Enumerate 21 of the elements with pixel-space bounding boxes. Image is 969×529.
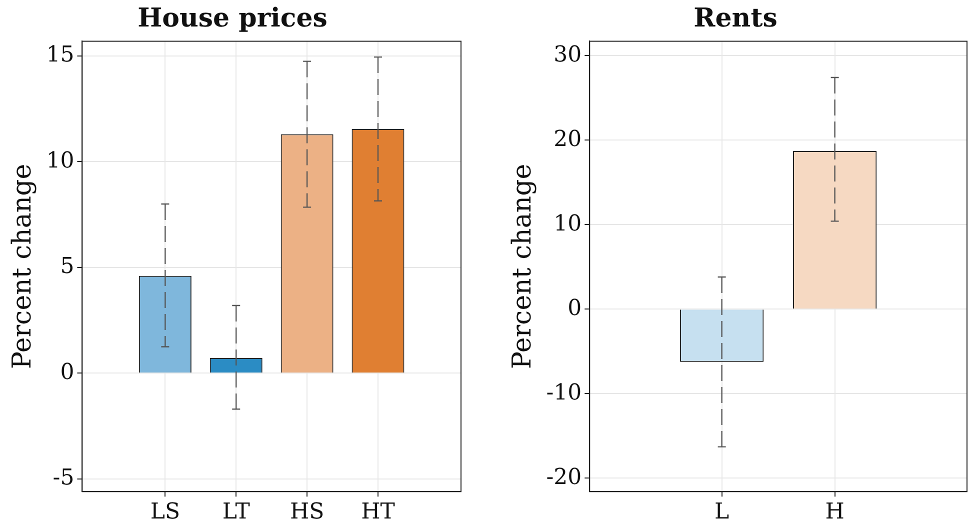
y-tick-label: 5	[60, 254, 74, 280]
chart-title: House prices	[138, 3, 328, 34]
y-axis-title: Percent change	[507, 164, 538, 369]
x-tick-label: HT	[361, 500, 396, 525]
y-tick-label: -10	[546, 380, 582, 406]
y-tick-label: 15	[46, 42, 74, 68]
y-tick-label: 10	[554, 211, 582, 236]
x-tick-label: HS	[290, 500, 324, 525]
y-tick-label: 10	[46, 148, 74, 174]
y-axis-title: Percent change	[7, 164, 38, 369]
y-tick-label: 0	[568, 296, 582, 321]
chart-title: Rents	[694, 3, 778, 34]
y-tick-label: 20	[554, 126, 582, 152]
y-tick-label: -5	[52, 466, 74, 491]
x-tick-label: L	[714, 500, 730, 525]
x-tick-label: LS	[150, 500, 180, 525]
y-tick-label: 30	[554, 42, 582, 68]
x-tick-label: H	[825, 500, 844, 525]
y-tick-label: -20	[546, 464, 582, 490]
y-tick-label: 0	[60, 360, 74, 385]
x-tick-label: LT	[222, 500, 250, 525]
